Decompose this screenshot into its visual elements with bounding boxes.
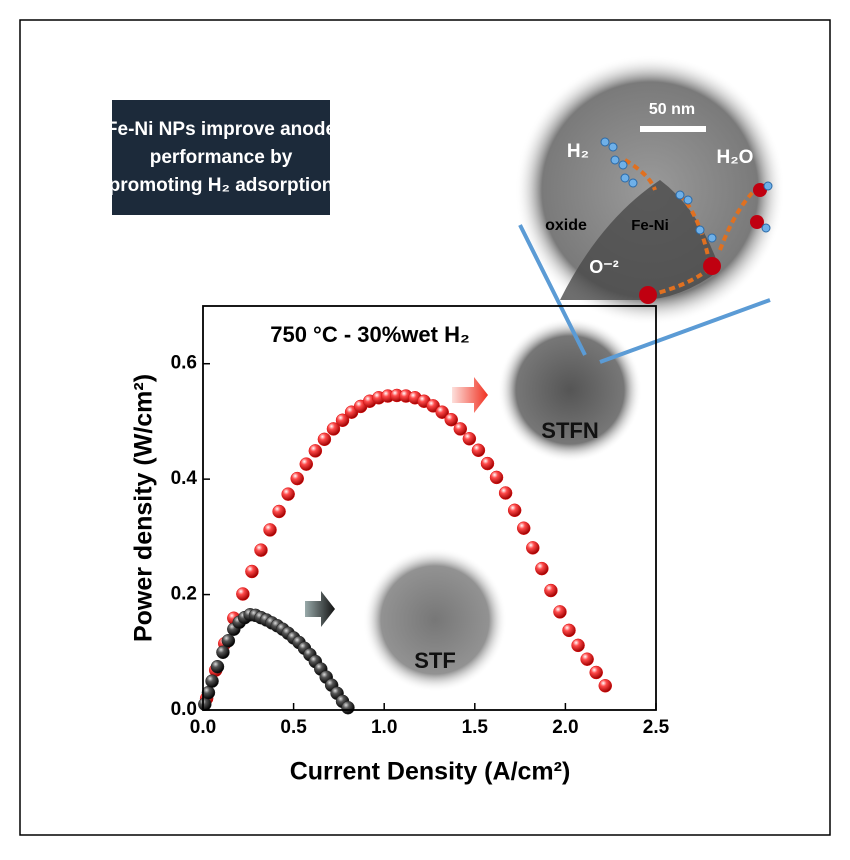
marker: [507, 503, 522, 518]
marker: [516, 521, 531, 535]
marker: [598, 679, 613, 693]
marker: [335, 413, 350, 428]
x-tick-label: 1.5: [462, 717, 489, 738]
zoom-line: [518, 224, 587, 356]
image-label: Fe-Ni: [631, 217, 669, 234]
frame: [19, 19, 831, 836]
annotation: 750 °C - 30%wet H₂: [270, 322, 470, 347]
marker: [205, 674, 219, 688]
marker: [489, 470, 504, 485]
x-tick-label: 2.0: [552, 717, 578, 738]
image-label: 50 nm: [649, 101, 695, 118]
atom: [639, 286, 657, 304]
y-tick-label: 0.4: [171, 468, 198, 489]
marker: [263, 523, 277, 537]
marker: [216, 645, 230, 660]
marker: [498, 486, 513, 500]
marker: [435, 405, 449, 419]
marker: [553, 605, 567, 619]
x-tick-label: 0.5: [280, 717, 307, 738]
particle: [560, 180, 720, 300]
path-arrow: [623, 158, 757, 297]
marker: [589, 665, 603, 680]
stf-image: [363, 548, 507, 692]
plot-frame: [202, 305, 657, 711]
marker: [290, 471, 304, 486]
x-tick-label: 2.5: [643, 717, 670, 738]
marker: [544, 583, 558, 598]
marker: [571, 638, 585, 653]
marker: [210, 659, 225, 674]
y-tick-label: 0.0: [171, 699, 197, 720]
marker: [580, 652, 594, 666]
marker: [198, 697, 212, 711]
x-tick-label: 0.0: [190, 717, 216, 738]
marker: [453, 422, 468, 436]
marker: [326, 422, 341, 436]
marker: [236, 587, 250, 601]
marker: [562, 623, 576, 638]
title-box: [112, 100, 330, 215]
y-tick-label: 0.2: [171, 584, 197, 605]
title-line: Fe-Ni NPs improve anode: [106, 119, 336, 140]
x-tick-label: 1.0: [371, 717, 397, 738]
image-label: STF: [414, 648, 456, 673]
title-line: promoting H₂ adsorption: [109, 175, 334, 196]
image-label: O⁻²: [589, 257, 619, 277]
y-axis-label: Power density (W/cm²): [130, 374, 158, 642]
zoom-line: [599, 298, 771, 364]
arrow: [305, 591, 335, 627]
marker: [341, 700, 355, 715]
stfn-image: [498, 318, 642, 462]
marker: [281, 487, 295, 501]
marker: [308, 444, 323, 458]
marker: [535, 561, 549, 576]
scale-bar: [640, 126, 706, 132]
atom: [703, 257, 721, 275]
marker: [471, 443, 486, 458]
marker: [272, 504, 286, 519]
image-label: H₂: [567, 141, 589, 162]
marker: [299, 457, 314, 471]
plot: 0.0 0.5 1.0 1.5 2.0 2.5 0.0 0.2 0.4 0.6: [171, 305, 670, 738]
marker: [221, 633, 236, 648]
marker: [254, 543, 268, 557]
title-line: performance by: [150, 147, 293, 168]
marker: [317, 432, 332, 447]
image-label: STFN: [541, 418, 598, 443]
atom: [750, 215, 764, 229]
marker: [462, 431, 477, 446]
y-tick-label: 0.6: [171, 353, 197, 374]
h2-molecules: [600, 137, 773, 243]
image-label: H₂O: [717, 147, 754, 168]
marker: [245, 564, 259, 579]
atom: [753, 183, 767, 197]
x-axis-label: Current Density (A/cm²): [290, 758, 571, 786]
arrow: [452, 377, 488, 413]
marker: [480, 456, 495, 471]
image-label: oxide: [545, 217, 587, 234]
marker: [526, 541, 540, 555]
marker: [444, 412, 458, 427]
